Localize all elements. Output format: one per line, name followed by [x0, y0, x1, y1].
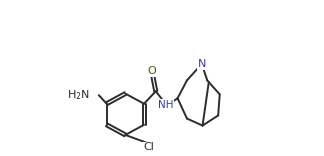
Text: NH: NH [158, 100, 174, 110]
Text: N: N [198, 59, 206, 69]
Text: O: O [147, 66, 156, 76]
Text: H$_2$N: H$_2$N [67, 88, 90, 102]
Text: Cl: Cl [143, 142, 154, 152]
